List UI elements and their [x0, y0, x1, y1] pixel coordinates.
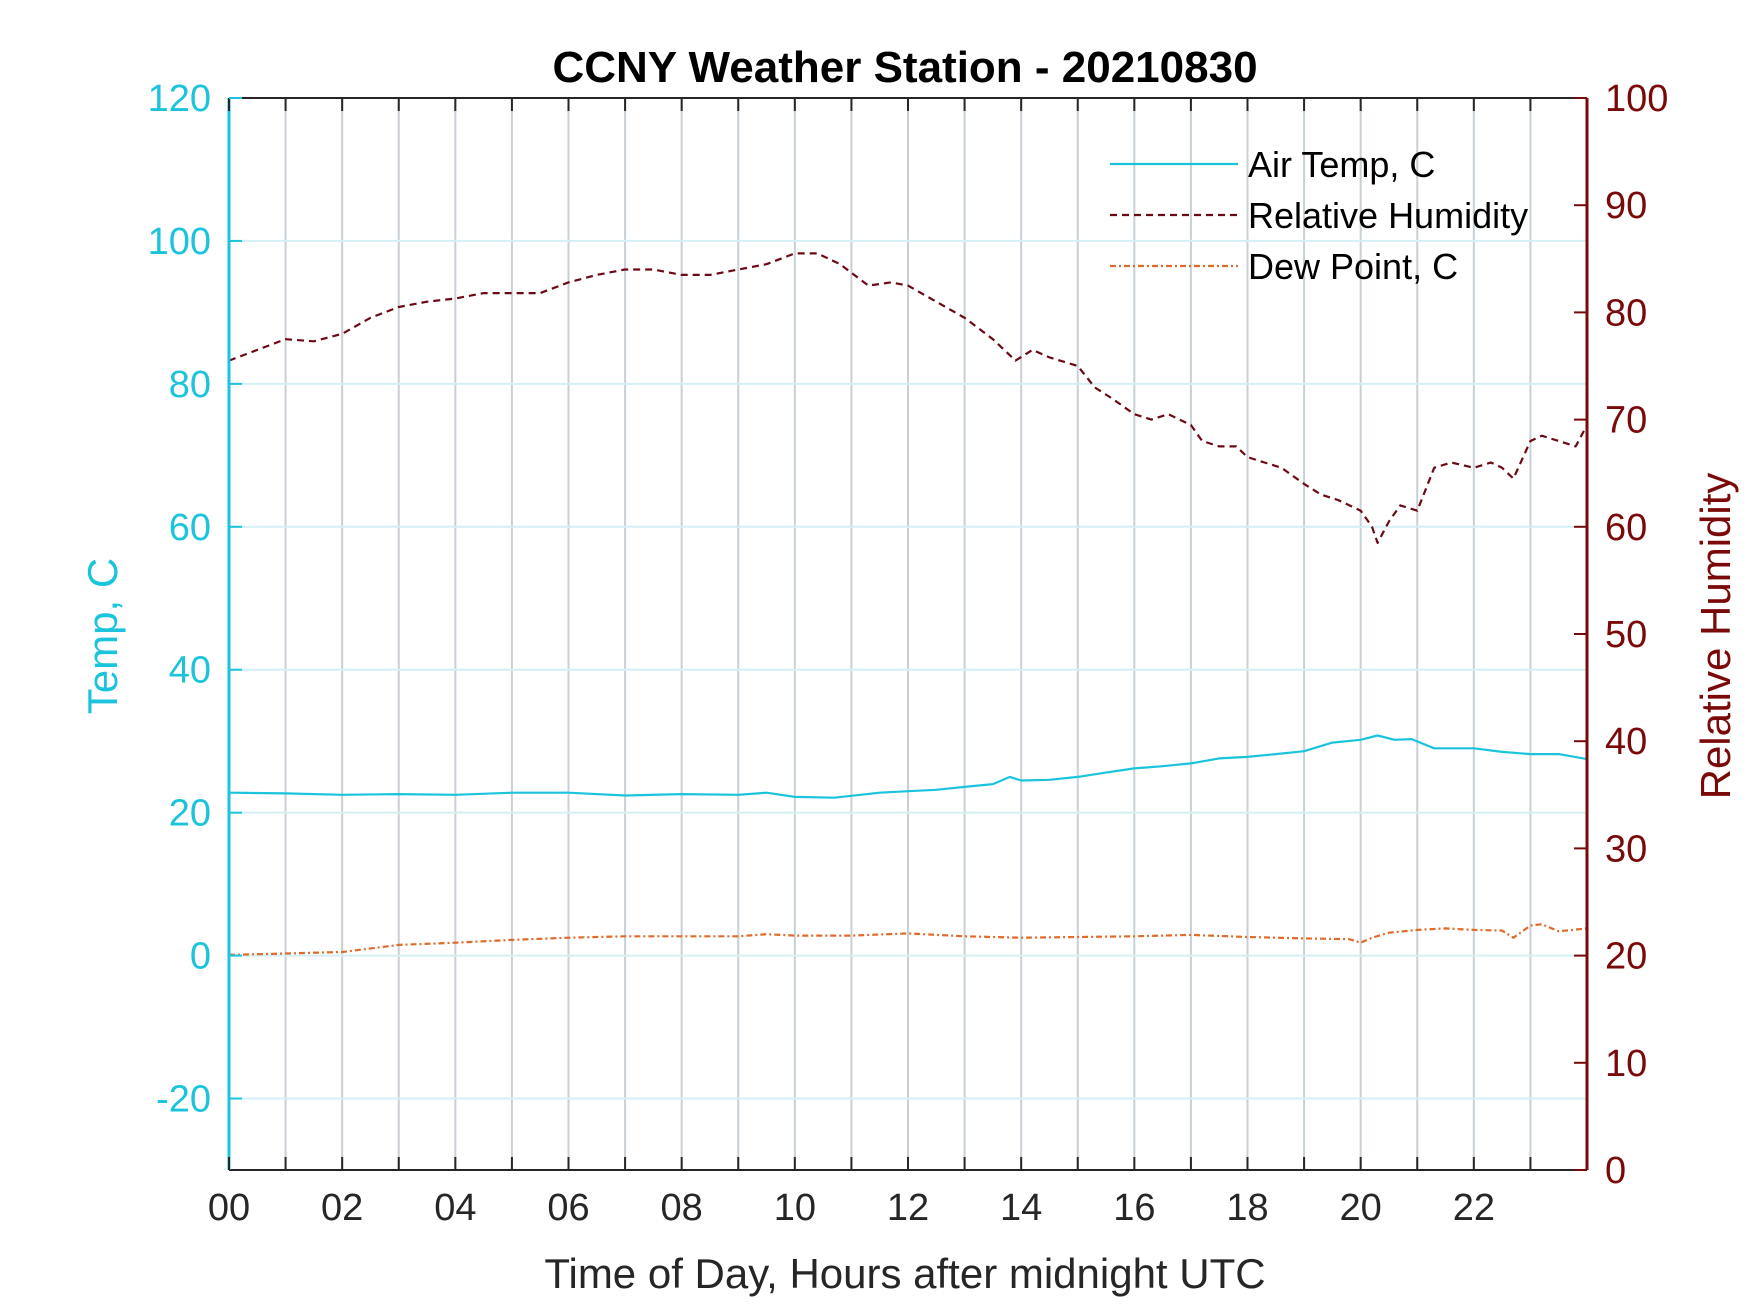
x-tick-label: 22 — [1453, 1187, 1495, 1229]
legend-label: Air Temp, C — [1248, 144, 1435, 185]
left-tick-label: 60 — [169, 507, 211, 549]
left-tick-label: 20 — [169, 793, 211, 835]
left-tick-label: 40 — [169, 650, 211, 692]
right-tick-label: 80 — [1605, 292, 1647, 334]
right-tick-label: 50 — [1605, 614, 1647, 656]
right-tick-label: 60 — [1605, 507, 1647, 549]
x-tick-label: 02 — [321, 1187, 363, 1229]
x-tick-label: 16 — [1113, 1187, 1155, 1229]
left-tick-label: 120 — [148, 78, 211, 120]
x-tick-label: 00 — [208, 1187, 250, 1229]
series-line-1 — [228, 734, 1588, 799]
right-tick-label: 10 — [1605, 1043, 1647, 1085]
left-axis-label: Temp, C — [79, 558, 126, 714]
x-tick-label: 20 — [1340, 1187, 1382, 1229]
x-tick-label: 14 — [1000, 1187, 1042, 1229]
x-axis-label: Time of Day, Hours after midnight UTC — [544, 1250, 1265, 1297]
series — [228, 252, 1588, 956]
x-tick-label: 10 — [774, 1187, 816, 1229]
right-tick-label: 90 — [1605, 185, 1647, 227]
right-tick-label: 20 — [1605, 936, 1647, 978]
grid — [229, 98, 1587, 1170]
left-tick-label: 0 — [190, 936, 211, 978]
series-line-3 — [228, 923, 1588, 956]
right-tick-label: 30 — [1605, 828, 1647, 870]
x-tick-label: 04 — [434, 1187, 476, 1229]
legend-label: Dew Point, C — [1248, 246, 1458, 287]
x-tick-label: 12 — [887, 1187, 929, 1229]
right-tick-label: 0 — [1605, 1150, 1626, 1192]
legend: Air Temp, C Relative Humidity Dew Point, C — [1110, 144, 1528, 287]
right-axis-label: Relative Humidity — [1692, 473, 1739, 800]
x-tick-label: 06 — [547, 1187, 589, 1229]
right-tick-label: 100 — [1605, 78, 1668, 120]
chart-title: CCNY Weather Station - 20210830 — [552, 43, 1257, 92]
axes: 00 02 04 06 08 10 12 14 16 18 20 22-200204060801001… — [148, 78, 1669, 1229]
x-tick-label: 08 — [661, 1187, 703, 1229]
x-tick-label: 18 — [1226, 1187, 1268, 1229]
series-line-2 — [228, 252, 1588, 544]
left-tick-label: 80 — [169, 364, 211, 406]
legend-label: Relative Humidity — [1248, 195, 1528, 236]
right-tick-label: 40 — [1605, 721, 1647, 763]
left-tick-label: -20 — [156, 1079, 211, 1121]
left-tick-label: 100 — [148, 221, 211, 263]
right-tick-label: 70 — [1605, 400, 1647, 442]
